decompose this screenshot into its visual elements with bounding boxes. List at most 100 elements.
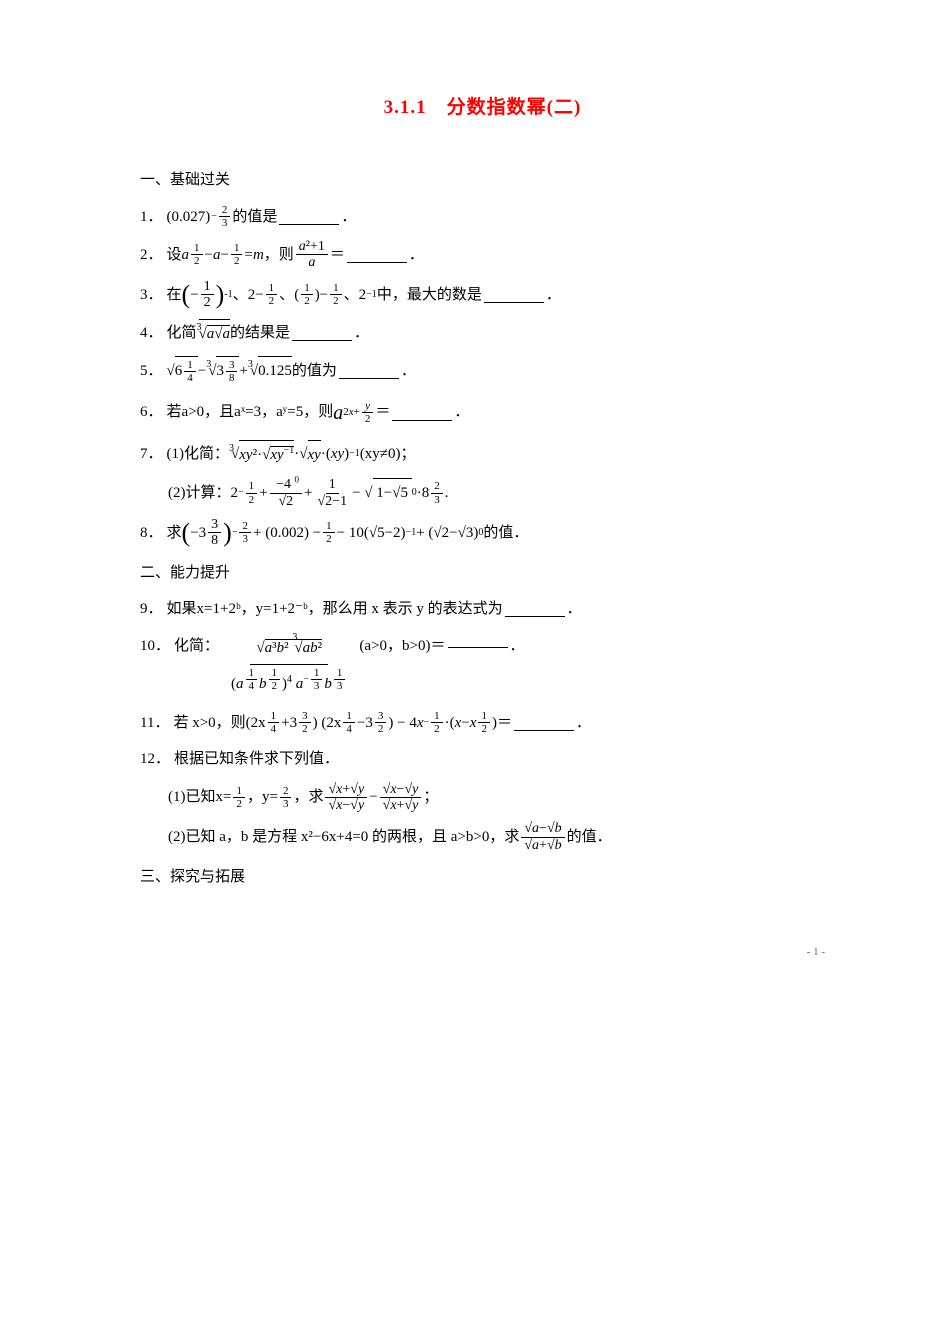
- problem-11: 11． 若 x>0，则 (2x14+332) (2x14−332) − 4x−1…: [140, 709, 825, 738]
- problem-6: 6． 若 a>0，且 aˣ=3， aʸ=5，则 a2x+y2 ＝ ．: [140, 394, 825, 432]
- math-expr: (−338)−23 + (0.002) −12 − 10(√5−2)−1 + (…: [182, 517, 484, 549]
- problem-4: 4． 化简 3√a√a 的结果是 ．: [140, 319, 825, 349]
- text: 若 x>0，则: [173, 709, 245, 738]
- text: aˣ=3，: [234, 398, 276, 427]
- problem-5: 5． √614 − 3√338 + 3√0.125 的值为 ．: [140, 356, 825, 386]
- punct: ．: [567, 595, 582, 624]
- math-expr: a12 − a − 12 = m: [182, 241, 264, 270]
- problem-3: 3． 在 (−12)-1 、 2−12 、 (12)−12 、 2−1 中，最大…: [140, 279, 825, 311]
- math-expr: (−12)-1: [182, 279, 233, 311]
- math-expr: 2−12: [248, 281, 279, 310]
- section-heading-2: 二、能力提升: [140, 559, 825, 588]
- math-expr: 2−12 + −4 0√2 + 1√2−1 − √ 1−√5 0 ·823.: [231, 477, 449, 509]
- problem-12a: (1)已知 x= 12 ，y= 23 ，求 √x+√y√x−√y − √x−√y…: [168, 782, 825, 814]
- text: ，y=: [247, 783, 278, 812]
- text: aʸ=5，则: [276, 398, 333, 427]
- punct: ．: [409, 241, 424, 270]
- text: 如果: [167, 595, 197, 624]
- blank-line: [292, 325, 352, 341]
- math-expr: a²+1a: [296, 239, 328, 271]
- problem-number: 9．: [140, 595, 163, 624]
- text: (a>0，b>0)＝: [359, 632, 445, 661]
- math-expr: 2−1: [359, 281, 377, 310]
- problem-9: 9． 如果 x=1+2ᵇ， y=1+2⁻ᵇ， 那么用 x 表示 y 的表达式为 …: [140, 595, 825, 624]
- blank-line: [347, 247, 407, 263]
- problem-number: 6．: [140, 398, 163, 427]
- text: 那么用 x 表示 y 的表达式为: [323, 595, 503, 624]
- text: a>0，且: [182, 398, 235, 427]
- blank-line: [448, 632, 508, 648]
- problem-number: 10．: [140, 632, 170, 661]
- text: 中，最大的数是: [377, 281, 482, 310]
- text: (1)已知: [168, 783, 216, 812]
- text: 的值．: [483, 519, 528, 548]
- problem-number: 5．: [140, 357, 163, 386]
- text: (xy≠0)；: [360, 440, 416, 469]
- text: x=1+2ᵇ，: [197, 595, 256, 624]
- problem-number: 2．: [140, 241, 163, 270]
- problem-8: 8． 求 (−338)−23 + (0.002) −12 − 10(√5−2)−…: [140, 517, 825, 549]
- problem-1: 1． (0.027)−23 的值是 ．: [140, 203, 825, 232]
- section-heading-1: 一、基础过关: [140, 166, 825, 195]
- math-expr: 3√a√a: [197, 319, 230, 349]
- math-expr: √x+√y√x−√y − √x−√y√x+√y；: [323, 782, 438, 814]
- text: 化简：: [174, 632, 219, 661]
- math-expr: 12: [233, 785, 245, 810]
- text: ，求: [293, 783, 323, 812]
- math-expr: 23: [280, 785, 292, 810]
- punct: ．: [546, 281, 561, 310]
- text: 在: [167, 281, 182, 310]
- text: 若: [167, 398, 182, 427]
- problem-12b: (2)已知 a，b 是方程 x²−6x+4=0 的两根，且 a>b>0，求 √a…: [168, 821, 825, 853]
- sep: 、: [233, 281, 248, 310]
- math-expr: 3√xy²·√xy−1 ·√xy·(xy)−1: [229, 440, 360, 470]
- math-expr: (12)−12: [294, 281, 343, 310]
- punct: ．: [576, 709, 591, 738]
- math-expr: √614 − 3√338 + 3√0.125: [167, 356, 292, 386]
- page-number: - 1 -: [140, 942, 825, 963]
- text: ，则: [264, 241, 294, 270]
- math-expr: (2x14+332) (2x14−332) − 4x−12 ·(x−x12): [246, 709, 497, 738]
- blank-line: [484, 287, 544, 303]
- problem-number: 4．: [140, 319, 163, 348]
- problem-7b: (2)计算： 2−12 + −4 0√2 + 1√2−1 − √ 1−√5 0 …: [168, 477, 825, 509]
- text: 根据已知条件求下列值．: [174, 745, 339, 774]
- blank-line: [339, 363, 399, 379]
- sep: 、: [344, 281, 359, 310]
- text: 设: [167, 241, 182, 270]
- text: y=1+2⁻ᵇ，: [256, 595, 323, 624]
- blank-line: [392, 405, 452, 421]
- blank-line: [279, 209, 339, 225]
- text: x=: [216, 783, 232, 812]
- math-expr: a2x+y2: [333, 394, 375, 432]
- problem-number: 1．: [140, 203, 163, 232]
- blank-line: [505, 601, 565, 617]
- text: 的值．: [567, 823, 612, 852]
- problem-number: 3．: [140, 281, 163, 310]
- math-expr: √a−√b√a+√b: [519, 821, 566, 853]
- math-expr: √a³b² 3√ab² (a14b12)4 a−13b13: [225, 632, 353, 701]
- punct: ．: [341, 203, 356, 232]
- problem-number: 11．: [140, 709, 169, 738]
- text: ＝: [497, 709, 512, 738]
- text: 的结果是: [230, 319, 290, 348]
- punct: ．: [401, 357, 416, 386]
- problem-number: 7．: [140, 440, 163, 469]
- problem-7a: 7． (1)化简： 3√xy²·√xy−1 ·√xy·(xy)−1 (xy≠0)…: [140, 440, 825, 470]
- punct: ．: [454, 398, 469, 427]
- text: (1)化简：: [167, 440, 230, 469]
- text: (2)已知 a，b 是方程 x²−6x+4=0 的两根，且 a>b>0，求: [168, 823, 519, 852]
- text: ＝: [330, 241, 345, 270]
- section-heading-3: 三、探究与拓展: [140, 863, 825, 892]
- problem-2: 2． 设 a12 − a − 12 = m ，则 a²+1a ＝ ．: [140, 239, 825, 271]
- page-title: 3.1.1 分数指数幂(二): [140, 90, 825, 126]
- text: 求: [167, 519, 182, 548]
- problem-10: 10． 化简： √a³b² 3√ab² (a14b12)4 a−13b13 (a…: [140, 632, 825, 701]
- text: 的值是: [232, 203, 277, 232]
- punct: ．: [354, 319, 369, 348]
- problem-number: 8．: [140, 519, 163, 548]
- blank-line: [514, 715, 574, 731]
- text: (2)计算：: [168, 479, 231, 508]
- math-expr: (0.027)−23: [167, 203, 233, 232]
- text: ＝: [375, 398, 390, 427]
